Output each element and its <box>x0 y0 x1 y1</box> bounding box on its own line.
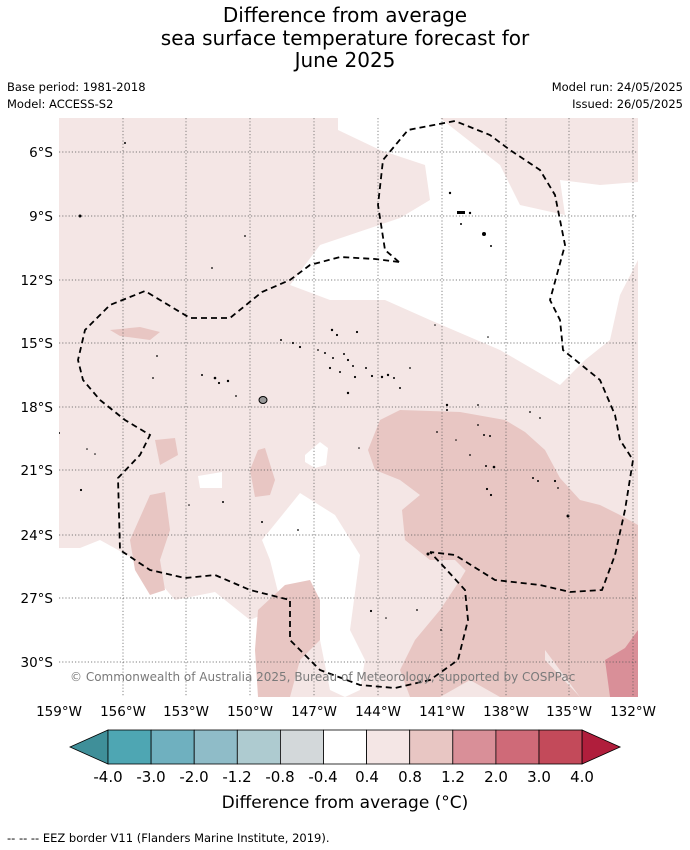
anomaly-fields: © Commonwealth of Australia 2025, Bureau… <box>59 118 638 697</box>
colorbar-tick: -4.0 <box>93 768 122 786</box>
lat-label: 18°S <box>21 400 54 416</box>
colorbar-tick: 0.8 <box>398 768 422 786</box>
colorbar-tick: -1.2 <box>222 768 251 786</box>
colorbar-tick: 3.0 <box>527 768 551 786</box>
lat-label: 27°S <box>21 591 54 607</box>
lat-label: 12°S <box>21 273 54 289</box>
colorbar-tick: -0.8 <box>265 768 294 786</box>
field-medium-pink-south <box>255 580 320 697</box>
field-medium-pink-small-1 <box>250 448 275 497</box>
gridlines <box>59 118 638 697</box>
colorbar-segment <box>409 729 454 765</box>
lat-label: 9°S <box>29 209 53 225</box>
colorbar-tick: -2.0 <box>179 768 208 786</box>
lat-label: 30°S <box>21 655 54 671</box>
field-medium-pink-small-3 <box>110 327 160 340</box>
field-medium-pink-southeast <box>400 540 580 697</box>
longitude-labels: 159°W 156°W 153°W 150°W 147°W 144°W 141°… <box>36 704 656 720</box>
lat-label: 15°S <box>21 336 54 352</box>
colorbar-segment <box>236 729 281 765</box>
field-medium-pink-small-2 <box>155 438 178 465</box>
eez-borders <box>77 120 634 689</box>
lon-label: 135°W <box>546 704 592 720</box>
field-medium-pink-west <box>130 492 170 595</box>
colorbar-tick: -0.4 <box>308 768 337 786</box>
island-outlined <box>258 396 268 404</box>
title-line-3: June 2025 <box>294 48 396 72</box>
issued-date: Issued: 26/05/2025 <box>572 97 683 111</box>
colorbar-segment <box>538 729 583 765</box>
colorbar-tick: 2.0 <box>484 768 508 786</box>
colorbar-segment <box>366 729 411 765</box>
latitude-labels: 6°S 9°S 12°S 15°S 18°S 21°S 24°S 27°S 30… <box>21 145 54 671</box>
field-white-small-2 <box>198 472 222 488</box>
lat-label: 21°S <box>21 463 54 479</box>
colorbar-extend-high <box>581 729 622 765</box>
colorbar-tick: 0.4 <box>355 768 379 786</box>
lon-label: 144°W <box>355 704 401 720</box>
colorbar-extend-low <box>69 729 109 765</box>
colorbar <box>69 729 622 765</box>
colorbar-segment <box>495 729 540 765</box>
title-line-1: Difference from average <box>222 3 468 27</box>
lat-label: 6°S <box>29 145 53 161</box>
field-white-southwest <box>59 540 290 697</box>
colorbar-label: Difference from average (°C) <box>221 793 469 813</box>
colorbar-tick: 4.0 <box>570 768 594 786</box>
model-run: Model run: 24/05/2025 <box>551 80 683 94</box>
chart-title: Difference from average sea surface temp… <box>0 4 690 72</box>
colorbar-tick: 1.2 <box>441 768 465 786</box>
colorbar-tick: -3.0 <box>136 768 165 786</box>
islands <box>59 142 570 631</box>
field-white-small-1 <box>305 442 328 468</box>
title-line-2: sea surface temperature forecast for <box>160 25 530 50</box>
colorbar-segment <box>107 729 152 765</box>
lon-label: 159°W <box>36 704 82 720</box>
lon-label: 156°W <box>100 704 146 720</box>
lat-label: 24°S <box>21 528 54 544</box>
lon-label: 147°W <box>291 704 337 720</box>
colorbar-segment <box>279 729 324 765</box>
colorbar-tick-labels: -4.0 -3.0 -2.0 -1.2 -0.8 -0.4 0.4 0.8 1.… <box>93 768 594 786</box>
lon-label: 132°W <box>610 704 656 720</box>
lon-label: 141°W <box>419 704 465 720</box>
model-name: Model: ACCESS-S2 <box>7 97 114 111</box>
colorbar-segment <box>323 729 367 765</box>
lon-label: 153°W <box>163 704 209 720</box>
field-dark-pink <box>605 630 638 697</box>
base-period: Base period: 1981-2018 <box>7 80 146 94</box>
field-white-north <box>290 118 638 385</box>
eez-legend-note: -- -- -- EEZ border V11 (Flanders Marine… <box>7 831 330 845</box>
copyright-text: © Commonwealth of Australia 2025, Bureau… <box>70 670 575 684</box>
colorbar-segment <box>150 729 195 765</box>
lon-label: 150°W <box>227 704 273 720</box>
lon-label: 138°W <box>483 704 529 720</box>
colorbar-segment <box>452 729 497 765</box>
colorbar-segment <box>193 729 238 765</box>
